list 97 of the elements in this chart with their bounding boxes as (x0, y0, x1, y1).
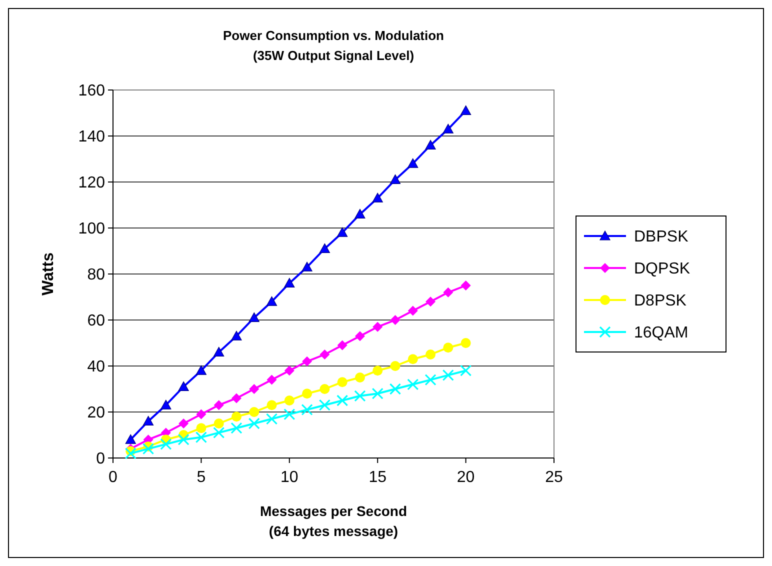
x-axis-title: Messages per Second (260, 503, 408, 519)
point (425, 140, 436, 150)
point (426, 350, 436, 360)
point (426, 296, 436, 307)
point (248, 312, 260, 322)
x-tick-label: 15 (368, 469, 387, 486)
point (231, 393, 242, 404)
point (442, 369, 454, 381)
y-tick-label: 0 (96, 450, 106, 468)
point (142, 443, 154, 455)
point (460, 105, 472, 115)
point (214, 418, 224, 428)
point (160, 438, 172, 450)
x-tick-label: 10 (280, 469, 298, 486)
y-tick-label: 140 (78, 128, 106, 146)
point (337, 227, 348, 237)
point (266, 296, 278, 306)
point (354, 390, 366, 402)
point (231, 412, 242, 422)
point (178, 418, 189, 428)
point (443, 342, 454, 353)
point (248, 418, 260, 430)
point (124, 448, 136, 460)
y-tick-label: 160 (78, 82, 106, 100)
point (460, 280, 471, 290)
point (424, 374, 436, 386)
point (214, 400, 224, 410)
point (320, 350, 330, 360)
point (284, 408, 296, 420)
y-axis-title: Watts (40, 252, 57, 296)
point (214, 346, 224, 356)
legend-label: D8PSK (634, 292, 687, 310)
point (390, 315, 400, 325)
y-tick-label: 120 (78, 174, 106, 192)
point (302, 388, 312, 399)
point (372, 388, 384, 400)
point (302, 262, 312, 272)
text: (64 bytes message) (268, 523, 398, 539)
y-tick-label: 100 (78, 220, 106, 238)
point (302, 356, 312, 366)
y-tick-label: 60 (87, 312, 106, 330)
point (266, 413, 278, 425)
point (284, 396, 294, 406)
point (213, 426, 225, 438)
point (284, 366, 294, 376)
point (284, 278, 295, 288)
point (354, 208, 366, 218)
y-tick-label: 40 (87, 358, 106, 376)
point (443, 287, 454, 298)
point (160, 400, 172, 410)
point (249, 407, 260, 417)
point (336, 394, 348, 406)
point (196, 409, 206, 420)
point (319, 243, 330, 253)
point (389, 383, 402, 395)
x-tick-label: 20 (456, 469, 475, 486)
point (178, 381, 189, 391)
point (408, 354, 418, 364)
point (460, 364, 472, 376)
chart-subtitle: (35W Output Signal Level) (252, 48, 414, 63)
point (442, 124, 454, 134)
x-tick-label: 0 (108, 469, 118, 486)
point (407, 378, 419, 390)
point (142, 416, 154, 426)
x-tick-label: 25 (545, 469, 563, 486)
point (372, 192, 383, 202)
point (390, 174, 401, 184)
y-tick-label: 80 (87, 266, 106, 284)
point (354, 331, 365, 342)
point (354, 372, 365, 382)
point (196, 365, 206, 375)
point (195, 432, 207, 444)
x-tick-label: 5 (196, 469, 206, 486)
point (301, 404, 313, 416)
point (318, 399, 330, 411)
legend-label: DBPSK (634, 228, 689, 246)
point (460, 338, 471, 348)
point (266, 400, 277, 410)
point (231, 330, 242, 340)
point (408, 158, 418, 168)
chart-title: Power Consumption vs. Modulation (223, 28, 444, 43)
point (125, 434, 136, 444)
point (390, 361, 400, 371)
point (372, 366, 383, 376)
legend-label: DQPSK (634, 260, 690, 278)
point (372, 322, 383, 332)
point (266, 374, 277, 385)
point (408, 306, 418, 316)
point (249, 384, 260, 394)
point (230, 422, 242, 434)
point (337, 377, 348, 388)
y-tick-label: 20 (87, 404, 106, 422)
point (178, 434, 190, 446)
point (337, 340, 348, 350)
legend-label: 16QAM (634, 324, 688, 342)
point (320, 384, 330, 394)
point (196, 423, 206, 434)
